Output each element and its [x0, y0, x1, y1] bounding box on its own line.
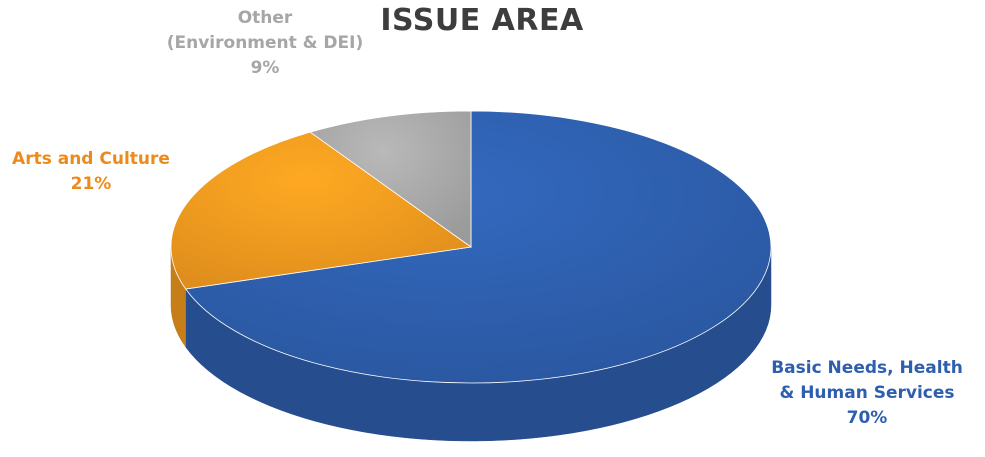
chart-title: ISSUE AREA	[380, 3, 584, 38]
slice-label-basic-value: 70%	[846, 408, 888, 428]
slice-label-basic-line-2: & Human Services	[779, 383, 955, 403]
pie-slice-2	[309, 110, 472, 248]
slice-label-other-value: 9%	[250, 58, 280, 78]
pie-slice-0	[184, 110, 772, 384]
slice-label-other-line-1: Other	[237, 8, 293, 28]
slice-label-basic-line-1: Basic Needs, Health	[771, 358, 963, 378]
slice-label-other-line-2: (Environment & DEI)	[166, 33, 364, 53]
slice-label-arts-line-1: Arts and Culture	[12, 149, 170, 169]
slice-label-other: Other (Environment & DEI) 9%	[150, 6, 380, 81]
pie-slice-1	[170, 131, 473, 290]
slice-label-basic-needs: Basic Needs, Health & Human Services 70%	[752, 356, 982, 431]
slice-label-arts-and-culture: Arts and Culture 21%	[0, 147, 182, 197]
slice-label-arts-value: 21%	[70, 174, 112, 194]
